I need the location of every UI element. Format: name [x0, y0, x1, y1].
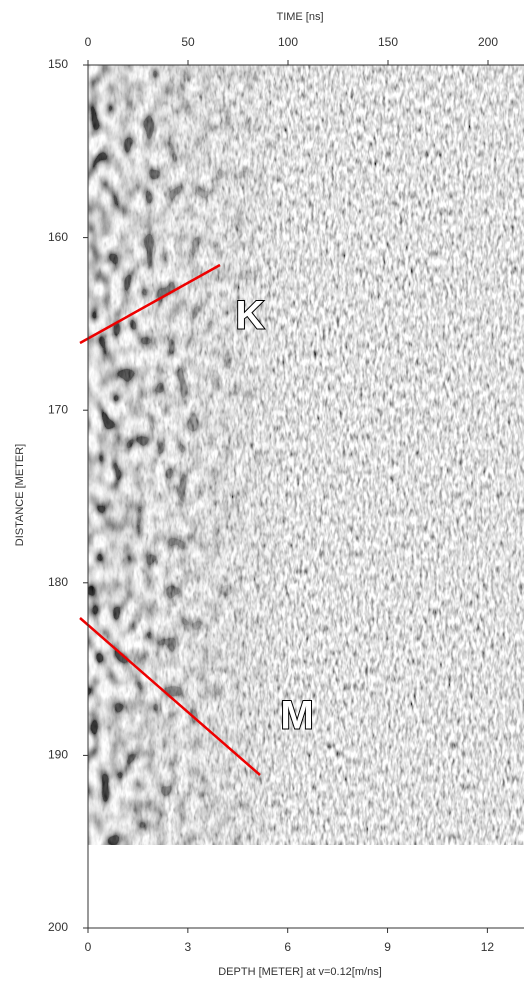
- y-tick-label: 170: [48, 402, 68, 416]
- x-tick-label: 150: [378, 35, 398, 49]
- y-tick-label: 190: [48, 748, 68, 762]
- y-tick-label: 180: [48, 575, 68, 589]
- x-tick-label: 200: [478, 35, 498, 49]
- reflector-line: [79, 263, 221, 345]
- reflector-line: [79, 617, 261, 776]
- y-tick-label: 160: [48, 230, 68, 244]
- x2-tick-label: 0: [85, 940, 92, 954]
- x2-tick-label: 6: [284, 940, 291, 954]
- x-tick-label: 100: [278, 35, 298, 49]
- x2-tick-label: 3: [185, 940, 192, 954]
- y-axis-label: DISTANCE [METER]: [14, 444, 26, 546]
- x-axis-label: TIME [ns]: [276, 11, 323, 23]
- y-tick-label: 150: [48, 57, 68, 71]
- x-tick-label: 50: [181, 35, 195, 49]
- x2-tick-label: 9: [384, 940, 391, 954]
- x-tick-label: 0: [85, 35, 92, 49]
- annotation: M: [280, 694, 313, 738]
- y-tick-label: 200: [48, 920, 68, 934]
- radar-image-near: [88, 65, 288, 845]
- x2-axis-label: DEPTH [METER] at v=0.12[m/ns]: [218, 966, 382, 978]
- x2-tick-label: 12: [481, 940, 495, 954]
- annotation: K: [236, 294, 265, 338]
